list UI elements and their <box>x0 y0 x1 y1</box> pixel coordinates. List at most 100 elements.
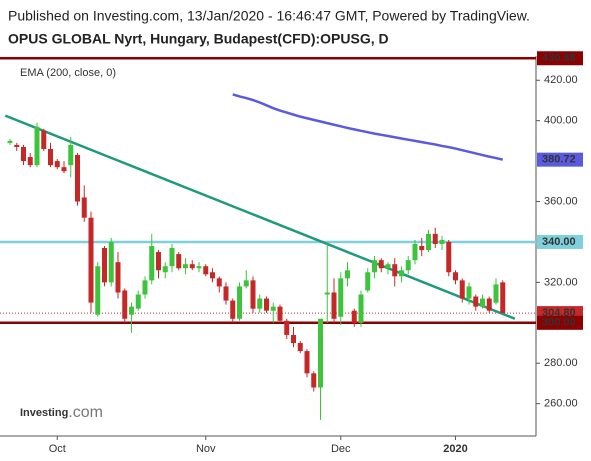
x-tick-label: 2020 <box>443 443 467 455</box>
candle-body <box>61 167 67 172</box>
candle-body <box>264 298 269 311</box>
candle-body <box>95 266 101 315</box>
x-tick-label: Oct <box>49 443 66 455</box>
level-label-bg <box>537 315 583 330</box>
candle-body <box>297 343 303 352</box>
candle-body <box>34 126 40 166</box>
logo: Investing.com <box>20 404 103 421</box>
candle-body <box>304 351 310 374</box>
candle-body <box>480 298 485 307</box>
logo-name: Investing <box>20 407 68 419</box>
candle-body <box>446 241 452 273</box>
candle-body <box>203 266 209 275</box>
candle-body <box>135 294 141 309</box>
candle-body <box>210 272 215 279</box>
y-tick-label: 360.00 <box>544 195 578 207</box>
candle-body <box>351 310 357 323</box>
level-label: 430.88 <box>542 52 576 64</box>
candle-body <box>122 290 128 319</box>
candle-body <box>486 298 492 311</box>
candle-body <box>149 246 155 281</box>
candle-body <box>257 298 263 309</box>
candle-body <box>453 272 458 281</box>
candle-body <box>432 233 438 244</box>
candle-body <box>54 161 60 168</box>
candle-body <box>473 296 479 307</box>
candle-body <box>196 266 202 269</box>
candle-body <box>365 272 371 291</box>
level-label: 340.00 <box>542 236 576 248</box>
candle-body <box>459 280 465 299</box>
y-tick-label: 320.00 <box>544 276 578 288</box>
candle-body <box>500 282 506 314</box>
candle-body <box>439 239 445 244</box>
candle-body <box>7 140 13 143</box>
candle-body <box>237 286 242 319</box>
candle-body <box>324 292 330 295</box>
y-tick-label: 420.00 <box>544 74 578 86</box>
price-label: 380.72 <box>542 154 576 166</box>
candle-body <box>311 373 317 388</box>
candle-body <box>14 144 20 147</box>
candle-body <box>169 248 175 267</box>
candle-body <box>392 264 398 277</box>
candle-body <box>48 148 53 166</box>
candle-body <box>243 280 249 287</box>
y-tick-label: 260.00 <box>544 398 578 410</box>
candle-body <box>270 306 276 311</box>
candle-body <box>88 217 94 303</box>
candle-body <box>250 280 256 309</box>
candle-body <box>102 248 107 283</box>
candle-body <box>21 146 26 162</box>
candle-body <box>27 157 33 166</box>
candle-body <box>129 306 134 315</box>
chart-title: OPUS GLOBAL Nyrt, Hungary, Budapest(CFD)… <box>8 31 389 47</box>
candle-body <box>493 284 499 303</box>
candle-body <box>108 241 114 283</box>
x-tick-label: Dec <box>331 443 351 455</box>
y-tick-label: 400.00 <box>544 115 578 127</box>
candle-body <box>284 320 290 335</box>
y-tick-label: 280.00 <box>544 357 578 369</box>
candle-body <box>230 300 236 319</box>
ema-line <box>232 93 504 161</box>
trend-line <box>4 114 516 320</box>
candle-body <box>385 264 391 269</box>
candle-body <box>75 155 80 202</box>
candle-body <box>162 266 168 273</box>
candle-body <box>412 243 418 261</box>
candle-body <box>216 278 222 287</box>
candle-body <box>68 144 74 166</box>
candle-body <box>142 280 148 295</box>
price-label-bg <box>537 152 583 167</box>
legend-entry: EMA (200, close, 0) <box>20 67 116 79</box>
candle-body <box>277 306 283 321</box>
logo-suffix: .com <box>68 404 103 421</box>
candle-body <box>189 264 195 269</box>
candle-body <box>115 262 121 293</box>
candle-body <box>345 270 350 279</box>
candle-body <box>399 270 404 277</box>
candle-body <box>223 286 229 301</box>
candle-body <box>176 254 182 269</box>
candle-body <box>426 233 431 251</box>
candle-body <box>41 130 47 149</box>
candle-body <box>291 334 296 344</box>
candle-body <box>419 246 425 251</box>
level-label-bg <box>537 234 583 249</box>
candle-body <box>331 292 337 319</box>
candle-body <box>318 318 323 388</box>
level-label: 300.00 <box>542 317 576 329</box>
candle-body <box>405 260 411 271</box>
candle-body <box>81 197 87 218</box>
candle-body <box>372 260 377 273</box>
candle-body <box>156 252 161 271</box>
candle-body <box>183 264 188 269</box>
candle-body <box>338 278 344 317</box>
published-note: Published on Investing.com, 13/Jan/2020 … <box>8 8 530 24</box>
candle-body <box>358 294 364 323</box>
candle-body <box>378 260 384 269</box>
level-label-bg <box>537 51 583 66</box>
x-tick-label: Nov <box>196 443 216 455</box>
